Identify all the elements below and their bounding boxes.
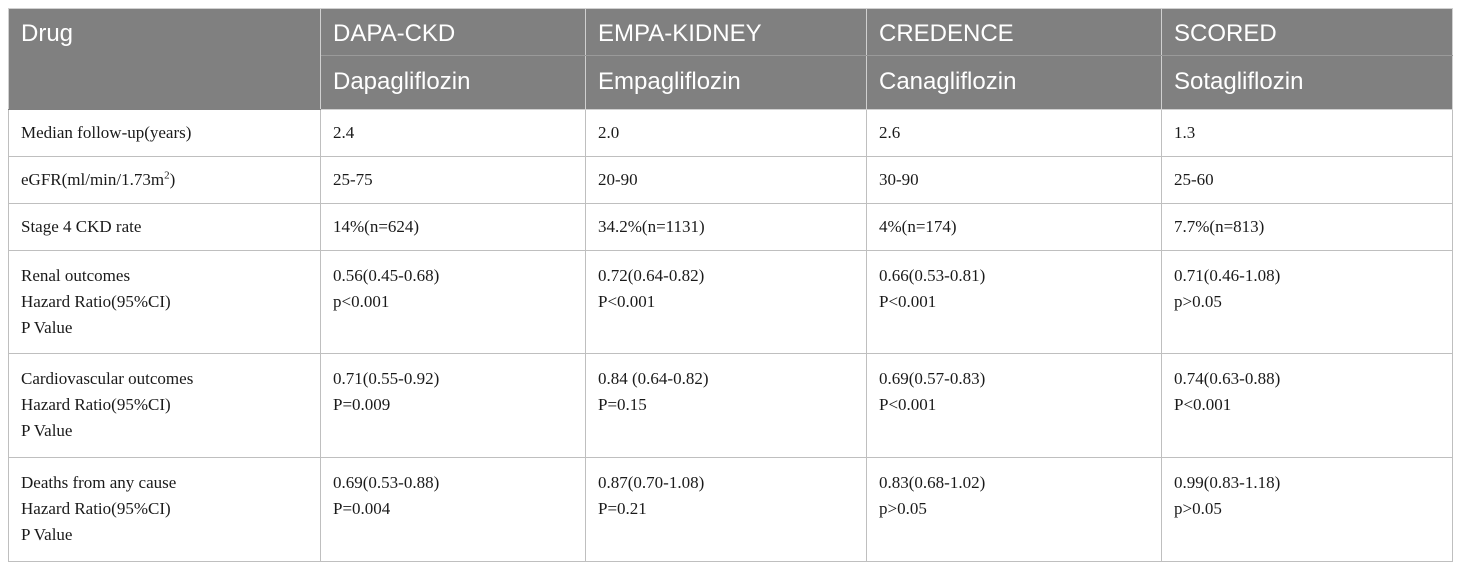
table-row-deaths: Deaths from any cause Hazard Ratio(95%CI… — [8, 457, 1453, 562]
header-trial-4: SCORED — [1161, 8, 1453, 56]
header-drug-2: Empagliflozin — [585, 55, 867, 110]
p-value: P<0.001 — [879, 292, 937, 311]
hazard-ratio: 0.66(0.53-0.81) — [879, 266, 986, 285]
egfr-label-text: eGFR(ml/min/1.73m — [21, 170, 165, 189]
hazard-ratio: 0.87(0.70-1.08) — [598, 473, 705, 492]
p-value: P<0.001 — [879, 395, 937, 414]
header-row-drugs: Dapagliflozin Empagliflozin Canagliflozi… — [9, 55, 1453, 110]
p-value: p<0.001 — [333, 292, 390, 311]
table-cell: 2.6 — [866, 109, 1162, 157]
row-label-line: P Value — [21, 421, 73, 440]
row-label-line: Hazard Ratio(95%CI) — [21, 395, 171, 414]
table-cell: 0.71(0.55-0.92) P=0.009 — [320, 353, 586, 458]
row-label-line: P Value — [21, 525, 73, 544]
header-row-trials: Drug DAPA-CKD EMPA-KIDNEY CREDENCE SCORE… — [8, 8, 1453, 110]
egfr-label-superscript: 2 — [164, 169, 170, 182]
row-label-line: Cardiovascular outcomes — [21, 369, 194, 388]
table-cell: 25-75 — [320, 156, 586, 204]
table-cell: 4%(n=174) — [866, 203, 1162, 251]
table-row-renal: Renal outcomes Hazard Ratio(95%CI) P Val… — [8, 250, 1453, 354]
table-cell: 34.2%(n=1131) — [585, 203, 867, 251]
table-row-cardio: Cardiovascular outcomes Hazard Ratio(95%… — [8, 353, 1453, 458]
header-drug-1: Dapagliflozin — [320, 55, 586, 110]
p-value: p>0.05 — [879, 499, 927, 518]
table-cell: 0.69(0.53-0.88) P=0.004 — [320, 457, 586, 562]
row-label: Median follow-up(years) — [8, 109, 321, 157]
hazard-ratio: 0.99(0.83-1.18) — [1174, 473, 1281, 492]
p-value: P=0.009 — [333, 395, 391, 414]
p-value: p>0.05 — [1174, 292, 1222, 311]
row-label-line: Deaths from any cause — [21, 473, 177, 492]
table-cell: 30-90 — [866, 156, 1162, 204]
table-cell: 0.71(0.46-1.08) p>0.05 — [1161, 250, 1453, 354]
table-row-followup: Median follow-up(years) 2.4 2.0 2.6 1.3 — [8, 109, 1453, 157]
row-label-line: Hazard Ratio(95%CI) — [21, 292, 171, 311]
table-cell: 0.72(0.64-0.82) P<0.001 — [585, 250, 867, 354]
p-value: p>0.05 — [1174, 499, 1222, 518]
egfr-label-close: ) — [169, 170, 176, 189]
table-cell: 14%(n=624) — [320, 203, 586, 251]
hazard-ratio: 0.56(0.45-0.68) — [333, 266, 440, 285]
p-value: P<0.001 — [1174, 395, 1232, 414]
p-value: P=0.21 — [598, 499, 647, 518]
table-cell: 0.56(0.45-0.68) p<0.001 — [320, 250, 586, 354]
row-label: Deaths from any cause Hazard Ratio(95%CI… — [8, 457, 321, 562]
p-value: P=0.15 — [598, 395, 647, 414]
header-drug: Drug — [8, 8, 321, 110]
table-cell: 0.99(0.83-1.18) p>0.05 — [1161, 457, 1453, 562]
hazard-ratio: 0.84 (0.64-0.82) — [598, 369, 709, 388]
header-trial-1: DAPA-CKD — [320, 8, 586, 56]
table-row-egfr: eGFR(ml/min/1.73m2) 25-75 20-90 30-90 25… — [8, 156, 1453, 204]
header-trial-3: CREDENCE — [866, 8, 1162, 56]
trial-comparison-table: Drug DAPA-CKD EMPA-KIDNEY CREDENCE SCORE… — [8, 8, 1453, 562]
table-cell: 0.66(0.53-0.81) P<0.001 — [866, 250, 1162, 354]
table-cell: 2.4 — [320, 109, 586, 157]
row-label: Cardiovascular outcomes Hazard Ratio(95%… — [8, 353, 321, 458]
p-value: P=0.004 — [333, 499, 391, 518]
header-drug-4: Sotagliflozin — [1161, 55, 1453, 110]
row-label-line: Renal outcomes — [21, 266, 131, 285]
table-cell: 2.0 — [585, 109, 867, 157]
table-cell: 0.87(0.70-1.08) P=0.21 — [585, 457, 867, 562]
row-label: Renal outcomes Hazard Ratio(95%CI) P Val… — [8, 250, 321, 354]
hazard-ratio: 0.71(0.46-1.08) — [1174, 266, 1281, 285]
header-drug-3: Canagliflozin — [866, 55, 1162, 110]
table-cell: 7.7%(n=813) — [1161, 203, 1453, 251]
table-cell: 0.74(0.63-0.88) P<0.001 — [1161, 353, 1453, 458]
hazard-ratio: 0.69(0.53-0.88) — [333, 473, 440, 492]
table-cell: 20-90 — [585, 156, 867, 204]
table-row-stage4: Stage 4 CKD rate 14%(n=624) 34.2%(n=1131… — [8, 203, 1453, 251]
row-label-line: Hazard Ratio(95%CI) — [21, 499, 171, 518]
table-cell: 1.3 — [1161, 109, 1453, 157]
row-label-line: P Value — [21, 318, 73, 337]
table-cell: 25-60 — [1161, 156, 1453, 204]
hazard-ratio: 0.69(0.57-0.83) — [879, 369, 986, 388]
hazard-ratio: 0.72(0.64-0.82) — [598, 266, 705, 285]
row-label: Stage 4 CKD rate — [8, 203, 321, 251]
hazard-ratio: 0.83(0.68-1.02) — [879, 473, 986, 492]
table-cell: 0.83(0.68-1.02) p>0.05 — [866, 457, 1162, 562]
p-value: P<0.001 — [598, 292, 656, 311]
row-label: eGFR(ml/min/1.73m2) — [8, 156, 321, 204]
header-trial-2: EMPA-KIDNEY — [585, 8, 867, 56]
table-cell: 0.84 (0.64-0.82) P=0.15 — [585, 353, 867, 458]
hazard-ratio: 0.74(0.63-0.88) — [1174, 369, 1281, 388]
hazard-ratio: 0.71(0.55-0.92) — [333, 369, 440, 388]
table-cell: 0.69(0.57-0.83) P<0.001 — [866, 353, 1162, 458]
